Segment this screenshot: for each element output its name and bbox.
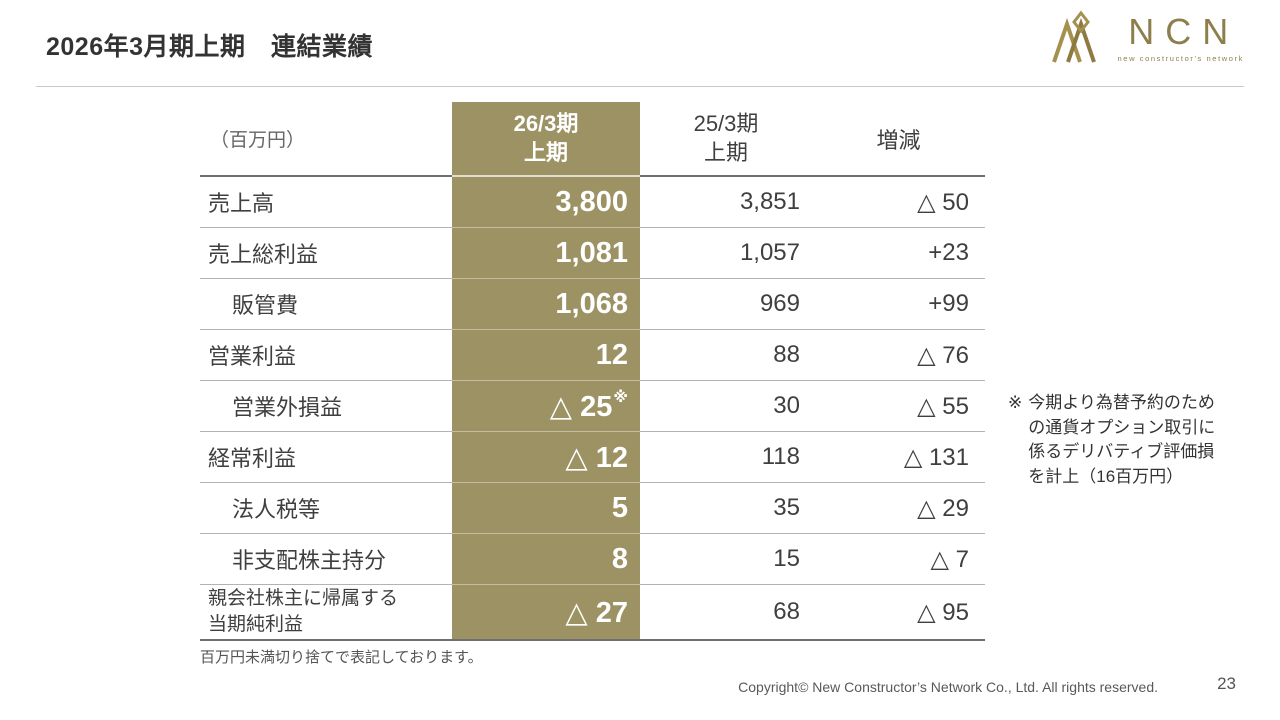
current-value-text: △ 12 [565, 441, 628, 474]
row-label: 売上総利益 [200, 228, 452, 279]
prior-value: 88 [640, 330, 812, 381]
logo-text-block: NCN new constructor's network [1117, 10, 1244, 63]
current-value: 5 [452, 483, 640, 534]
row-label: 法人税等 [200, 483, 452, 534]
current-value: 8 [452, 534, 640, 585]
side-note-text: 今期より為替予約のための通貨オプション取引に係るデリバティブ評価損を計上（16百… [1028, 393, 1216, 486]
logo-letters: NCN [1128, 10, 1240, 52]
logo: NCN new constructor's network [1048, 10, 1244, 66]
change-value: △ 29 [812, 483, 985, 534]
logo-subtext: new constructor's network [1117, 53, 1244, 63]
row-label: 販管費 [200, 279, 452, 330]
prior-value: 118 [640, 432, 812, 483]
column-header-current: 26/3期 上期 [452, 102, 640, 177]
page-title: 2026年3月期上期 連結業績 [46, 33, 374, 61]
row-label: 営業利益 [200, 330, 452, 381]
change-value: △ 50 [812, 177, 985, 228]
change-value: △ 95 [812, 585, 985, 641]
current-value-text: 8 [611, 542, 628, 575]
current-value-text: 12 [595, 338, 628, 371]
current-value-text: 1,068 [555, 287, 628, 320]
current-value: 1,081 [452, 228, 640, 279]
change-value: +23 [812, 228, 985, 279]
current-value: △ 25 ※ [452, 381, 640, 432]
change-value: △ 7 [812, 534, 985, 585]
row-label: 親会社株主に帰属する 当期純利益 [200, 585, 452, 641]
change-value: △ 76 [812, 330, 985, 381]
title-divider [36, 86, 1244, 87]
change-value: △ 55 [812, 381, 985, 432]
current-value-text: △ 25 [549, 390, 613, 423]
logo-mark-icon [1051, 10, 1096, 63]
page-number: 23 [1217, 674, 1236, 693]
prior-value: 969 [640, 279, 812, 330]
results-table: （百万円） 26/3期 上期 25/3期 上期 増減 売上高 3,800 3,8… [200, 102, 985, 641]
prior-value: 3,851 [640, 177, 812, 228]
current-value-text: 1,081 [555, 236, 628, 269]
copyright: Copyright© New Constructor’s Network Co.… [738, 679, 1158, 695]
prior-value: 68 [640, 585, 812, 641]
rounding-footnote: 百万円未満切り捨てで表記しております。 [200, 649, 483, 666]
prior-value: 15 [640, 534, 812, 585]
side-note-marker: ※ [1008, 393, 1023, 412]
current-value: △ 12 [452, 432, 640, 483]
change-value: △ 131 [812, 432, 985, 483]
row-label: 営業外損益 [200, 381, 452, 432]
column-header-change: 増減 [812, 102, 985, 177]
row-label: 経常利益 [200, 432, 452, 483]
column-header-prior: 25/3期 上期 [640, 102, 812, 177]
current-value-text: 5 [611, 491, 628, 524]
footnote-marker: ※ [613, 389, 628, 406]
prior-value: 35 [640, 483, 812, 534]
current-value: △ 27 [452, 585, 640, 641]
row-label: 売上高 [200, 177, 452, 228]
change-value: +99 [812, 279, 985, 330]
row-label: 非支配株主持分 [200, 534, 452, 585]
current-value: 3,800 [452, 177, 640, 228]
unit-label: （百万円） [200, 102, 452, 177]
current-value-text: △ 27 [565, 596, 628, 629]
current-value-text: 3,800 [555, 185, 628, 218]
prior-value: 1,057 [640, 228, 812, 279]
side-note: ※ 今期より為替予約のための通貨オプション取引に係るデリバティブ評価損を計上（1… [1008, 391, 1258, 490]
current-value: 12 [452, 330, 640, 381]
current-value: 1,068 [452, 279, 640, 330]
prior-value: 30 [640, 381, 812, 432]
